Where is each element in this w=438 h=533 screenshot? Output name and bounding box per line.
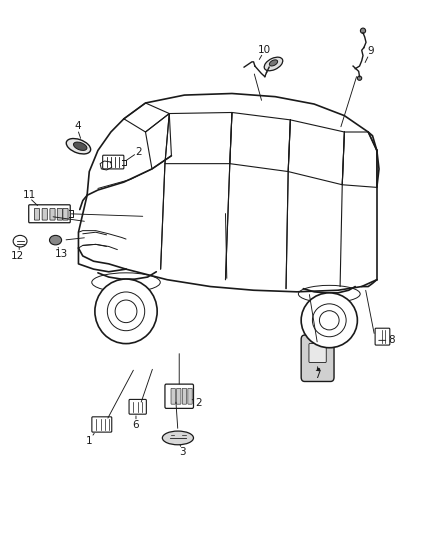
- Text: 2: 2: [136, 147, 142, 157]
- Ellipse shape: [312, 304, 346, 337]
- Ellipse shape: [319, 311, 339, 330]
- FancyBboxPatch shape: [301, 335, 334, 382]
- FancyBboxPatch shape: [165, 384, 194, 408]
- Text: 13: 13: [55, 249, 68, 259]
- Ellipse shape: [115, 300, 137, 322]
- FancyBboxPatch shape: [129, 399, 146, 414]
- Text: 7: 7: [314, 369, 321, 379]
- FancyBboxPatch shape: [182, 389, 187, 404]
- FancyBboxPatch shape: [42, 208, 47, 220]
- FancyBboxPatch shape: [309, 343, 326, 362]
- Text: 12: 12: [11, 251, 25, 261]
- FancyBboxPatch shape: [102, 155, 124, 169]
- Ellipse shape: [162, 431, 194, 445]
- Ellipse shape: [269, 60, 278, 66]
- Text: 8: 8: [388, 335, 395, 345]
- Ellipse shape: [74, 142, 87, 150]
- Ellipse shape: [49, 236, 62, 245]
- FancyBboxPatch shape: [375, 328, 390, 345]
- FancyBboxPatch shape: [63, 208, 68, 220]
- Ellipse shape: [13, 236, 27, 247]
- Text: 10: 10: [258, 45, 271, 55]
- Ellipse shape: [66, 139, 91, 154]
- FancyBboxPatch shape: [188, 389, 192, 404]
- Text: 4: 4: [74, 121, 81, 131]
- Text: 9: 9: [367, 46, 374, 56]
- FancyBboxPatch shape: [29, 205, 70, 223]
- Ellipse shape: [107, 292, 145, 330]
- FancyBboxPatch shape: [57, 208, 63, 220]
- FancyBboxPatch shape: [34, 208, 39, 220]
- Text: 6: 6: [133, 419, 139, 430]
- FancyBboxPatch shape: [171, 389, 175, 404]
- Ellipse shape: [264, 57, 283, 71]
- FancyBboxPatch shape: [177, 389, 181, 404]
- Ellipse shape: [95, 279, 157, 344]
- Text: 11: 11: [23, 190, 36, 200]
- FancyBboxPatch shape: [92, 417, 112, 432]
- Text: 2: 2: [195, 398, 201, 408]
- Text: 3: 3: [179, 447, 186, 457]
- Ellipse shape: [301, 293, 357, 348]
- FancyBboxPatch shape: [50, 208, 55, 220]
- Ellipse shape: [357, 76, 362, 80]
- Ellipse shape: [360, 28, 366, 34]
- Text: 1: 1: [86, 435, 92, 446]
